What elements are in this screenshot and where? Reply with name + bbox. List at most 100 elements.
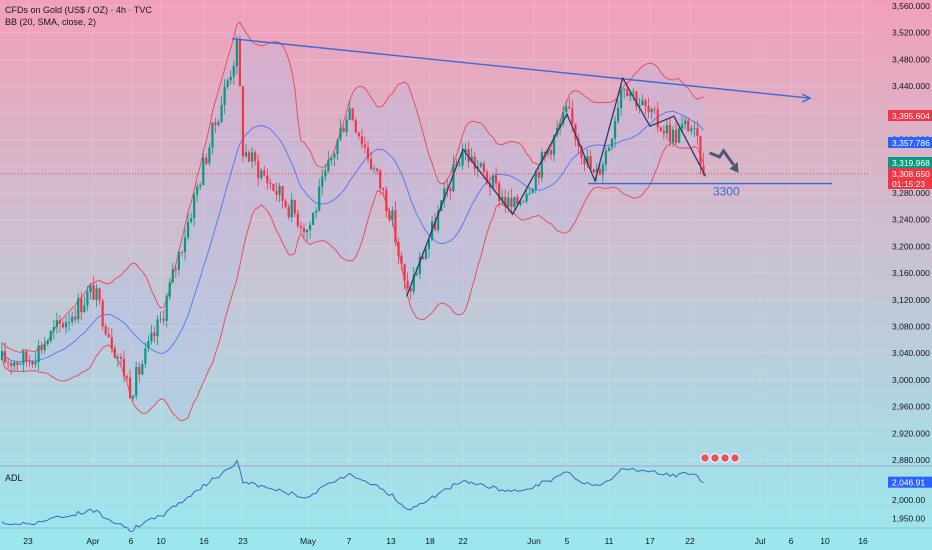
candle-body bbox=[177, 252, 180, 270]
candle-body bbox=[141, 363, 144, 375]
candle-body bbox=[495, 175, 498, 184]
candle-body bbox=[122, 358, 126, 377]
candle-body bbox=[19, 364, 22, 366]
candle-body bbox=[470, 156, 473, 162]
price-tick-label: 3,480.000 bbox=[892, 54, 930, 64]
candle-body bbox=[650, 108, 653, 113]
candle-body bbox=[613, 121, 617, 139]
price-tick-label: 3,240.000 bbox=[892, 215, 930, 225]
candle-body bbox=[598, 168, 601, 175]
candle-body bbox=[299, 226, 302, 228]
candle-body bbox=[116, 357, 119, 358]
candle-body bbox=[165, 296, 168, 321]
candle-body bbox=[531, 189, 534, 194]
candle-body bbox=[275, 190, 278, 195]
event-marker-icon bbox=[730, 453, 740, 463]
candle-body bbox=[257, 160, 260, 178]
candle-body bbox=[174, 269, 177, 270]
candle-body bbox=[86, 292, 89, 306]
candle-body bbox=[678, 128, 681, 143]
candle-body bbox=[16, 362, 19, 365]
candle-body bbox=[617, 107, 620, 122]
candle-body bbox=[668, 125, 672, 143]
candle-body bbox=[641, 100, 644, 106]
bb-lower-line bbox=[1, 141, 704, 422]
candle-body bbox=[89, 285, 92, 293]
candle-body bbox=[238, 39, 241, 87]
candle-body bbox=[379, 170, 382, 189]
candle-body bbox=[363, 144, 367, 148]
candle-body bbox=[64, 322, 68, 328]
candle-body bbox=[552, 135, 556, 155]
candle-body bbox=[491, 175, 495, 188]
candle-body bbox=[28, 361, 31, 363]
candle-body bbox=[516, 196, 519, 205]
time-tick-label: 11 bbox=[605, 536, 614, 546]
candle-body bbox=[327, 160, 330, 171]
candle-body bbox=[247, 152, 251, 162]
candle-body bbox=[620, 89, 623, 108]
candle-body bbox=[519, 201, 522, 205]
candle-body bbox=[403, 264, 406, 281]
candle-body bbox=[464, 149, 467, 152]
price-badge bbox=[888, 137, 932, 148]
candle-body bbox=[129, 377, 132, 399]
candle-body bbox=[498, 183, 501, 201]
candle-body bbox=[144, 348, 147, 364]
trend-arrowhead bbox=[801, 93, 812, 103]
candle-body bbox=[653, 108, 656, 110]
indicator-label[interactable]: BB (20, SMA, close, 2) bbox=[5, 17, 97, 27]
adl-line bbox=[1, 459, 704, 533]
candle-body bbox=[388, 211, 391, 220]
candle-body bbox=[25, 351, 28, 362]
candle-body bbox=[186, 221, 190, 238]
time-tick-label: 5 bbox=[565, 536, 570, 546]
candle-body bbox=[607, 147, 611, 151]
candle-body bbox=[37, 345, 40, 363]
candle-body bbox=[98, 288, 101, 301]
symbol-title[interactable]: CFDs on Gold (US$ / OZ) · 4h · TVC bbox=[5, 5, 152, 15]
candle-body bbox=[418, 256, 421, 275]
candle-body bbox=[507, 197, 510, 207]
candle-body bbox=[110, 337, 113, 349]
candle-body bbox=[443, 188, 446, 201]
price-badge bbox=[888, 178, 932, 189]
candle-body bbox=[125, 376, 129, 378]
candle-body bbox=[333, 154, 336, 158]
candle-body bbox=[473, 156, 476, 169]
candle-body bbox=[528, 193, 531, 195]
price-axis[interactable]: 3,560.0003,520.0003,480.0003,440.0003,40… bbox=[868, 0, 932, 528]
support-label-3300: 3300 bbox=[713, 185, 740, 199]
candle-body bbox=[171, 269, 174, 283]
candle-body bbox=[659, 127, 662, 132]
time-tick-label: 22 bbox=[458, 536, 468, 546]
price-tick-label: 3,520.000 bbox=[892, 28, 930, 38]
candle-body bbox=[180, 252, 184, 253]
adl-label[interactable]: ADL bbox=[5, 473, 23, 483]
candle-body bbox=[287, 206, 290, 218]
candle-body bbox=[223, 86, 226, 106]
price-tick-label: 2,880.000 bbox=[892, 455, 930, 465]
adl-tick-label: 1,950.00 bbox=[892, 514, 925, 524]
candle-body bbox=[269, 183, 272, 184]
candle-body bbox=[674, 129, 678, 143]
price-tick-label: 3,440.000 bbox=[892, 81, 930, 91]
candle-body bbox=[58, 320, 62, 324]
candle-body bbox=[226, 80, 229, 87]
price-badge-label: 3,357.786 bbox=[892, 138, 930, 148]
candle-body bbox=[373, 168, 376, 170]
candle-body bbox=[394, 210, 397, 242]
candle-body bbox=[623, 89, 626, 90]
price-tick-label: 2,920.000 bbox=[892, 428, 930, 438]
candle-body bbox=[351, 108, 354, 121]
candle-body bbox=[540, 151, 543, 178]
candle-body bbox=[74, 316, 77, 320]
candle-body bbox=[574, 123, 577, 140]
bb-upper-line bbox=[1, 21, 704, 354]
candle-body bbox=[534, 171, 537, 190]
time-axis[interactable]: 23 Apr 6 10 16 23 May 7 13 18 22 Jun 5 11 17 22 Jul 6 10 16 bbox=[0, 527, 932, 546]
candle-body bbox=[543, 151, 546, 154]
candle-body bbox=[452, 164, 455, 192]
